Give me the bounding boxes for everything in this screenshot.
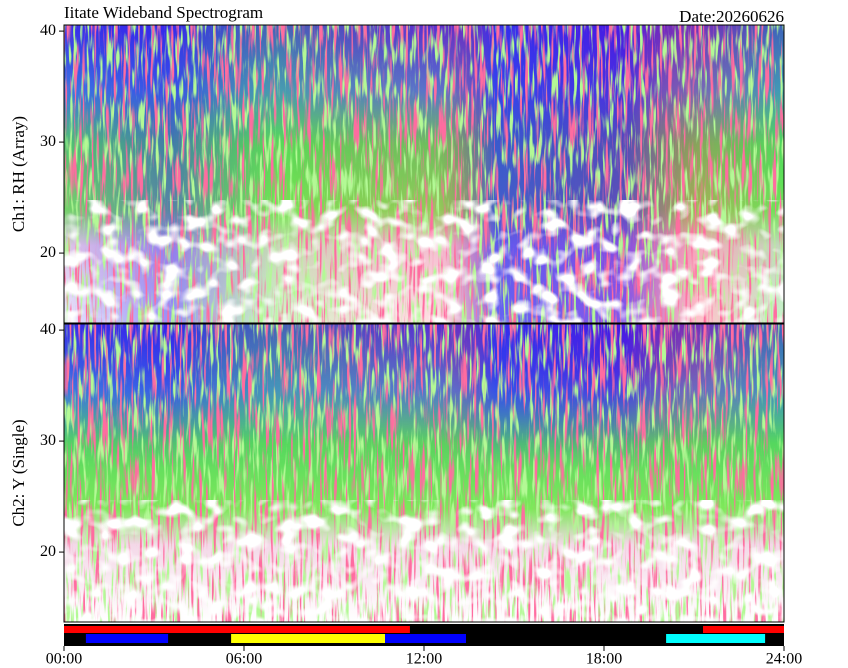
y-tick-label: 30 bbox=[40, 133, 56, 150]
status-segment bbox=[64, 626, 410, 633]
y-axis-label: Ch1: RH (Array) bbox=[9, 116, 28, 232]
status-segment bbox=[703, 626, 784, 633]
status-segment bbox=[385, 634, 466, 643]
x-tick-label: 18:00 bbox=[586, 651, 622, 668]
status-segment bbox=[231, 634, 385, 643]
y-tick-label: 40 bbox=[40, 22, 56, 39]
y-tick-label: 20 bbox=[40, 244, 56, 261]
x-tick-label: 24:00 bbox=[766, 651, 802, 668]
x-tick-label: 00:00 bbox=[46, 651, 82, 668]
y-tick-label: 40 bbox=[40, 321, 56, 338]
spectrogram-1 bbox=[64, 25, 784, 323]
x-tick-label: 06:00 bbox=[226, 651, 262, 668]
panel-frame bbox=[63, 24, 785, 324]
y-tick-label: 20 bbox=[40, 543, 56, 560]
panel-frame bbox=[63, 323, 785, 623]
chart-title: Iitate Wideband Spectrogram bbox=[64, 3, 263, 22]
spectrogram-images bbox=[64, 25, 784, 622]
spectrogram-2 bbox=[64, 324, 784, 622]
status-segment bbox=[666, 634, 766, 643]
status-segment bbox=[85, 634, 169, 643]
y-axis-label: Ch2: Y (Single) bbox=[9, 419, 28, 526]
x-tick-label: 12:00 bbox=[406, 651, 442, 668]
y-tick-label: 30 bbox=[40, 432, 56, 449]
date-label: Date:20260626 bbox=[679, 7, 784, 26]
